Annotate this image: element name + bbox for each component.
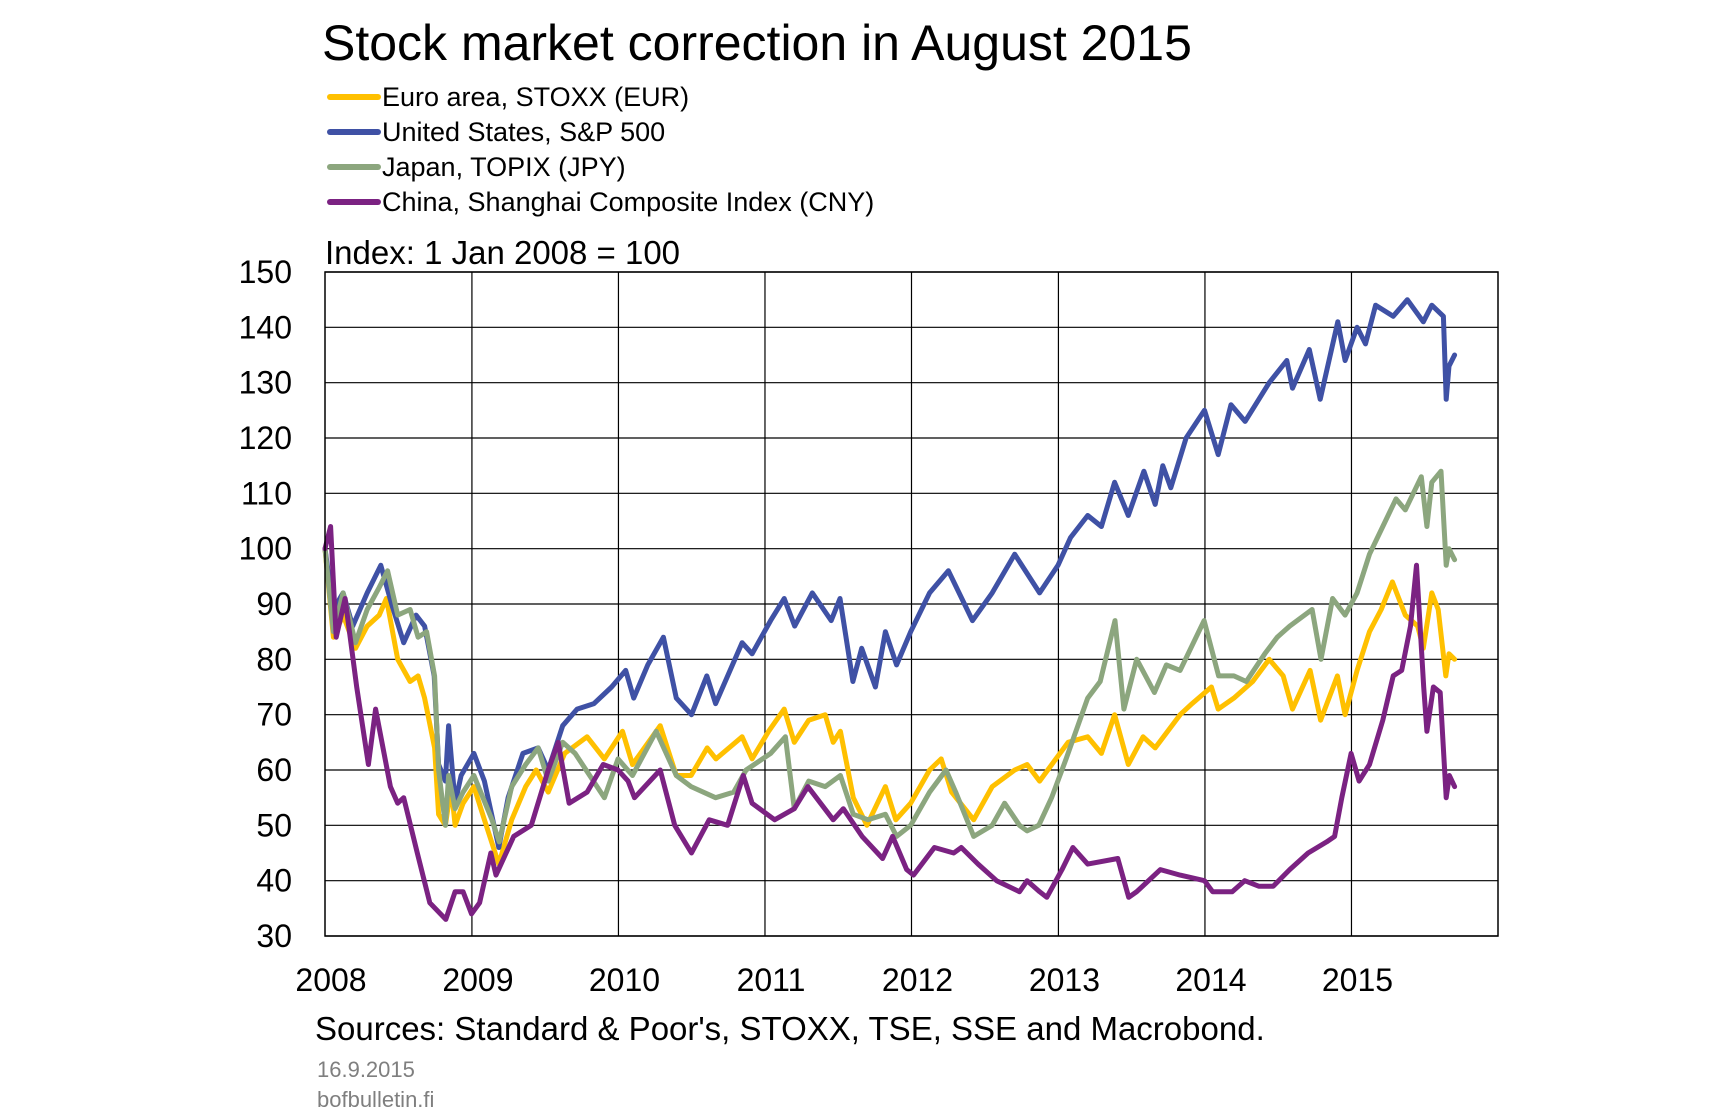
legend-label-japan: Japan, TOPIX (JPY) [382, 152, 626, 182]
plot-frame [324, 271, 1499, 937]
y-tick-label: 30 [256, 918, 292, 954]
x-tick-label: 2015 [1322, 962, 1393, 998]
y-tick-label: 60 [256, 752, 292, 788]
y-tick-label: 50 [256, 807, 292, 843]
x-axis: 2008 2009 2010 2011 2012 2013 2014 2015 [295, 962, 1393, 998]
x-tick-label: 2014 [1175, 962, 1246, 998]
y-tick-label: 120 [239, 420, 292, 456]
index-note: Index: 1 Jan 2008 = 100 [325, 234, 680, 271]
series-lines [322, 297, 1458, 922]
legend: Euro area, STOXX (EUR) United States, S&… [327, 82, 874, 217]
series-line-united-states-s-p-500 [322, 297, 1458, 850]
y-tick-label: 130 [239, 365, 292, 401]
y-tick-label: 150 [239, 254, 292, 290]
y-tick-label: 140 [239, 309, 292, 345]
legend-item-euro: Euro area, STOXX (EUR) [327, 82, 689, 112]
legend-item-us: United States, S&P 500 [327, 117, 665, 147]
chart-title: Stock market correction in August 2015 [322, 15, 1192, 71]
y-tick-label: 100 [239, 531, 292, 567]
y-tick-label: 70 [256, 697, 292, 733]
x-tick-label: 2008 [295, 962, 366, 998]
y-axis: 30 40 50 60 70 80 90 100 110 120 130 140 150 [239, 254, 292, 954]
x-tick-label: 2013 [1029, 962, 1100, 998]
series-line-japan-topix-jpy [322, 468, 1458, 845]
y-tick-label: 80 [256, 641, 292, 677]
x-tick-label: 2009 [442, 962, 513, 998]
series-line-china-shanghai-composite [322, 524, 1458, 922]
website-label: bofbulletin.fi [317, 1087, 434, 1112]
x-tick-label: 2012 [882, 962, 953, 998]
y-tick-label: 110 [241, 475, 292, 511]
y-tick-label: 40 [256, 863, 292, 899]
y-tick-label: 90 [256, 586, 292, 622]
sources-note: Sources: Standard & Poor's, STOXX, TSE, … [315, 1010, 1265, 1047]
legend-label-us: United States, S&P 500 [382, 117, 665, 147]
legend-label-china: China, Shanghai Composite Index (CNY) [382, 187, 874, 217]
legend-item-china: China, Shanghai Composite Index (CNY) [327, 187, 874, 217]
date-stamp: 16.9.2015 [317, 1057, 415, 1082]
legend-item-japan: Japan, TOPIX (JPY) [327, 152, 626, 182]
legend-label-euro: Euro area, STOXX (EUR) [382, 82, 689, 112]
x-tick-label: 2011 [737, 962, 806, 998]
x-tick-label: 2010 [589, 962, 660, 998]
